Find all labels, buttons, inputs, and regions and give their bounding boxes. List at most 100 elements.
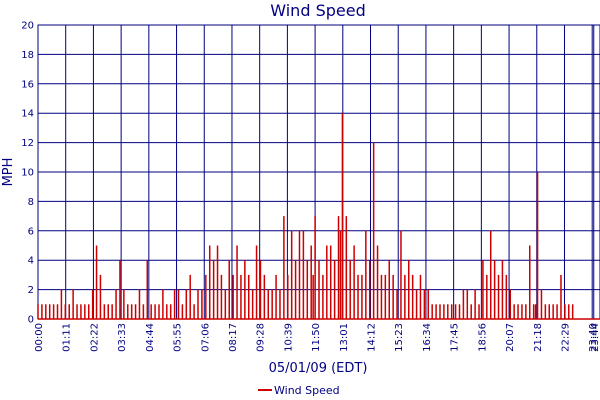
y-tick-label: 0	[28, 315, 34, 326]
wind-speed-bar	[298, 230, 301, 319]
wind-speed-bar	[138, 289, 141, 319]
x-tick-label: 00:00	[34, 323, 45, 352]
x-tick-label: 08:17	[228, 323, 239, 352]
wind-speed-bar	[493, 260, 496, 319]
x-tick-label: 11:50	[311, 323, 322, 352]
legend-label: Wind Speed	[274, 384, 340, 397]
wind-speed-bar	[568, 304, 570, 319]
wind-speed-bar	[333, 260, 336, 319]
wind-speed-bar	[193, 304, 195, 319]
wind-speed-bar	[376, 245, 379, 319]
wind-speed-bar	[263, 274, 266, 319]
wind-speed-bar	[287, 274, 289, 319]
wind-speed-bar	[474, 289, 476, 319]
y-tick-label: 12	[21, 138, 34, 149]
x-tick-label: 03:33	[117, 323, 128, 352]
wind-speed-bar	[372, 142, 375, 319]
wind-speed-bar	[103, 304, 106, 319]
wind-speed-bar	[501, 260, 504, 319]
wind-speed-bar	[447, 304, 449, 319]
wind-speed-bar	[318, 260, 320, 319]
wind-speed-bar	[310, 245, 312, 319]
wind-speed-bar	[404, 274, 406, 319]
wind-speed-bar	[64, 304, 67, 319]
wind-speed-bar	[462, 289, 465, 319]
wind-speed-bar	[127, 304, 129, 319]
x-tick-label: 02:22	[89, 323, 100, 352]
wind-speed-bar	[251, 289, 254, 319]
wind-speed-bar	[345, 216, 348, 319]
wind-speed-bar	[212, 260, 215, 319]
wind-speed-bar	[201, 289, 203, 319]
wind-speed-bar	[517, 304, 519, 319]
wind-speed-bar	[290, 230, 293, 319]
wind-speed-bar	[244, 260, 246, 319]
wind-speed-bar	[529, 245, 531, 319]
wind-speed-bar	[134, 304, 137, 319]
wind-speed-bar	[396, 289, 398, 319]
wind-speed-bar	[166, 304, 168, 319]
x-axis-ticks: 00:00 01:11 02:22 03:33 04:44 05:55 07:06 08:17…	[34, 323, 600, 352]
y-tick-label: 20	[21, 21, 34, 32]
wind-speed-bar	[365, 230, 367, 319]
wind-speed-bar	[556, 304, 558, 319]
wind-speed-bar	[146, 260, 149, 319]
wind-speed-bar	[80, 304, 82, 319]
wind-speed-bar	[119, 260, 121, 319]
wind-speed-bar	[458, 304, 461, 319]
wind-speed-bar	[423, 289, 426, 319]
wind-speed-bar	[232, 274, 234, 319]
wind-speed-bar	[189, 274, 191, 319]
wind-speed-bar	[255, 245, 258, 319]
y-axis-label: MPH	[1, 158, 16, 187]
wind-speed-bar	[454, 304, 457, 319]
wind-speed-bar	[302, 230, 305, 319]
wind-speed-bar	[314, 216, 316, 319]
wind-speed-bar	[509, 289, 511, 319]
wind-speed-bar	[60, 289, 63, 319]
y-axis-ticks: 0 2 4 6 8 10 12 14 16 18 20	[21, 21, 34, 326]
y-tick-label: 2	[28, 285, 34, 296]
x-tick-label: 18:56	[477, 323, 488, 352]
x-tick-label: 09:28	[256, 323, 267, 352]
wind-speed-bar	[400, 230, 402, 319]
wind-speed-bar	[368, 260, 371, 319]
x-tick-label: 10:39	[283, 323, 294, 352]
wind-speed-bar	[158, 304, 160, 319]
x-tick-label: 01:11	[62, 323, 73, 352]
wind-speed-bar	[435, 304, 437, 319]
wind-speed-bar	[552, 304, 554, 319]
wind-speed-bar	[478, 304, 480, 319]
wind-speed-bar	[349, 260, 351, 319]
wind-speed-bar	[560, 274, 562, 319]
wind-speed-bar	[322, 274, 324, 319]
wind-speed-bar	[312, 274, 314, 319]
wind-speed-bar	[470, 304, 472, 319]
wind-speed-bar	[392, 274, 394, 319]
wind-speed-bar	[411, 274, 414, 319]
wind-speed-bar	[154, 304, 156, 319]
wind-speed-bar	[162, 289, 164, 319]
wind-speed-bar	[220, 274, 223, 319]
wind-speed-bar	[329, 245, 332, 319]
wind-speed-bar	[540, 289, 543, 319]
x-axis-label: 05/01/09 (EDT)	[269, 361, 368, 376]
wind-speed-bar	[326, 245, 328, 319]
wind-speed-bar	[87, 304, 90, 319]
x-tick-label: 07:06	[200, 323, 211, 352]
wind-speed-bar	[84, 304, 86, 319]
chart-title: Wind Speed	[270, 1, 365, 20]
x-tick-label: 22:29	[560, 323, 571, 352]
wind-speed-bar	[91, 289, 94, 319]
wind-speed-bar	[76, 304, 78, 319]
x-tick-label: 17:45	[450, 323, 461, 352]
wind-speed-bar	[505, 274, 508, 319]
wind-speed-bar	[357, 274, 359, 319]
y-tick-label: 4	[28, 256, 34, 267]
wind-speed-bar	[564, 304, 566, 319]
wind-speed-bar	[205, 274, 207, 319]
wind-speed-bar	[439, 304, 441, 319]
wind-speed-bar	[177, 289, 180, 319]
wind-speed-bar	[41, 304, 43, 319]
wind-speed-bar	[56, 304, 59, 319]
